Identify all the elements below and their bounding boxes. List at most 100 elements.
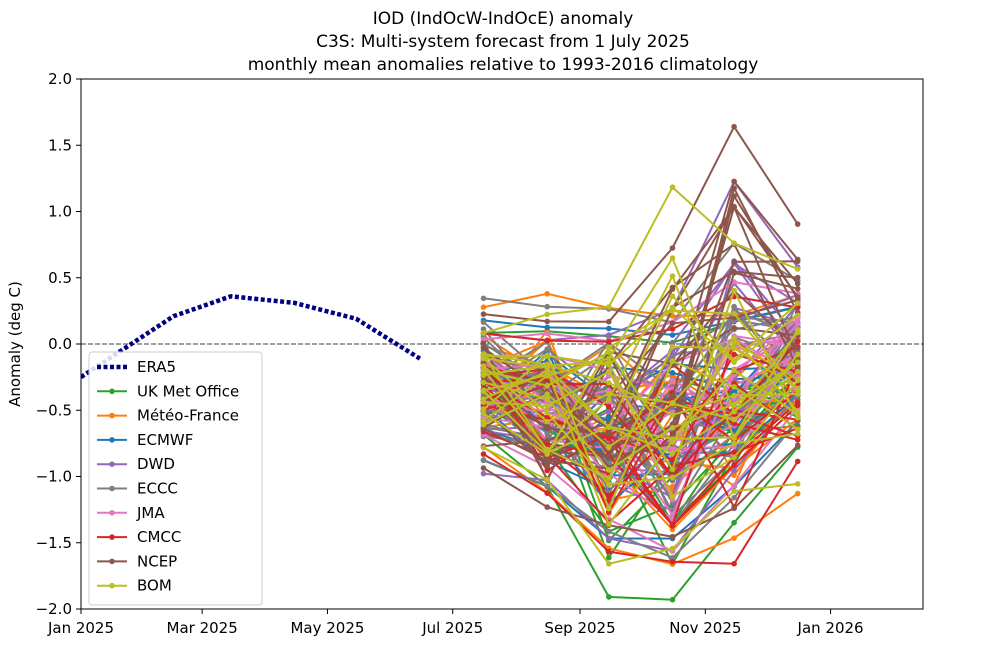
member-point (480, 406, 487, 412)
member-point (794, 345, 801, 351)
member-point (606, 396, 612, 403)
member-point (480, 319, 487, 326)
member-point (731, 416, 737, 423)
legend-marker-bom (109, 582, 115, 589)
x-tick-label: Mar 2025 (167, 619, 238, 637)
member-point (544, 382, 550, 389)
member-point (544, 437, 550, 444)
member-point (606, 368, 612, 375)
member-point (480, 421, 487, 428)
member-line (483, 260, 798, 469)
member-point (480, 372, 487, 378)
legend-label-uk-met-office: UK Met Office (137, 382, 239, 400)
member-line (483, 370, 799, 449)
member-point (794, 258, 801, 265)
legend-box (88, 351, 263, 606)
member-point (794, 321, 801, 327)
member-line (482, 273, 799, 453)
legend-label-eccc: ECCC (137, 480, 178, 498)
member-point (794, 442, 801, 449)
member-point (544, 362, 550, 369)
member-point (606, 467, 612, 473)
legend-label-ecmwf: ECMWF (137, 431, 193, 449)
member-point (606, 380, 612, 386)
member-line (482, 323, 799, 477)
member-point (669, 424, 676, 431)
member-line (483, 306, 799, 366)
member-point (544, 391, 550, 397)
chart-title-line-1: IOD (IndOcW-IndOcE) anomaly (373, 9, 634, 29)
member-point (731, 462, 737, 468)
member-point (669, 523, 676, 529)
member-point (731, 270, 737, 276)
member-point (669, 596, 676, 603)
y-tick-label: 1.0 (48, 203, 72, 221)
member-point (669, 393, 676, 400)
member-point (544, 395, 550, 402)
member-point (669, 554, 676, 561)
member-line (483, 193, 799, 459)
member-line (483, 368, 799, 527)
legend-label-era5: ERA5 (137, 358, 176, 376)
member-line (483, 446, 798, 566)
member-point (606, 554, 612, 561)
member-point (731, 259, 737, 265)
member-point (731, 335, 737, 342)
member-point (606, 403, 612, 410)
x-tick-label: May 2025 (290, 619, 364, 637)
series-bom (480, 184, 801, 567)
member-point (606, 497, 612, 504)
member-point (544, 425, 550, 432)
legend-label-bom: BOM (137, 577, 172, 595)
member-point (794, 377, 801, 384)
legend-label-ncep: NCEP (137, 552, 177, 570)
member-point (669, 456, 676, 463)
member-line (483, 395, 798, 441)
member-line (483, 361, 799, 499)
member-point (794, 426, 801, 433)
member-point (731, 310, 737, 317)
member-point (480, 457, 487, 463)
member-point (794, 391, 801, 397)
member-line (482, 433, 799, 601)
member-point (669, 399, 676, 406)
member-point (480, 363, 487, 369)
member-point (480, 340, 487, 347)
member-point (544, 418, 550, 425)
member-point (480, 336, 487, 343)
member-point (794, 221, 801, 227)
member-point (731, 454, 737, 461)
member-point (731, 178, 737, 185)
member-point (731, 345, 737, 352)
member-point (794, 364, 801, 371)
member-point (731, 482, 737, 489)
member-point (480, 353, 487, 359)
member-point (606, 594, 612, 600)
chart-title-line-2: C3S: Multi-system forecast from 1 July 2… (316, 32, 690, 52)
member-point (606, 359, 612, 365)
member-point (606, 408, 612, 415)
x-tick-label: Nov 2025 (669, 619, 741, 637)
member-point (480, 470, 487, 477)
member-point (669, 255, 676, 261)
member-point (669, 533, 676, 540)
member-point (731, 325, 737, 331)
member-point (794, 326, 801, 333)
member-point (480, 326, 487, 332)
member-point (794, 312, 801, 319)
member-point (669, 343, 676, 350)
legend-label-m-t-o-france: Météo-France (137, 407, 239, 425)
member-point (480, 418, 487, 424)
legend-label-jma: JMA (136, 504, 165, 522)
member-line (483, 340, 799, 445)
legend: ERA5 UK Met Office Météo-France ECMWF DWD ECC… (88, 351, 263, 606)
legend-marker-ecmwf (109, 437, 115, 443)
member-point (669, 286, 676, 292)
member-point (544, 303, 550, 310)
member-point (544, 318, 550, 325)
member-line (482, 309, 799, 456)
member-point (606, 391, 612, 397)
member-line (483, 185, 799, 335)
member-point (544, 330, 550, 337)
member-point (669, 326, 676, 332)
